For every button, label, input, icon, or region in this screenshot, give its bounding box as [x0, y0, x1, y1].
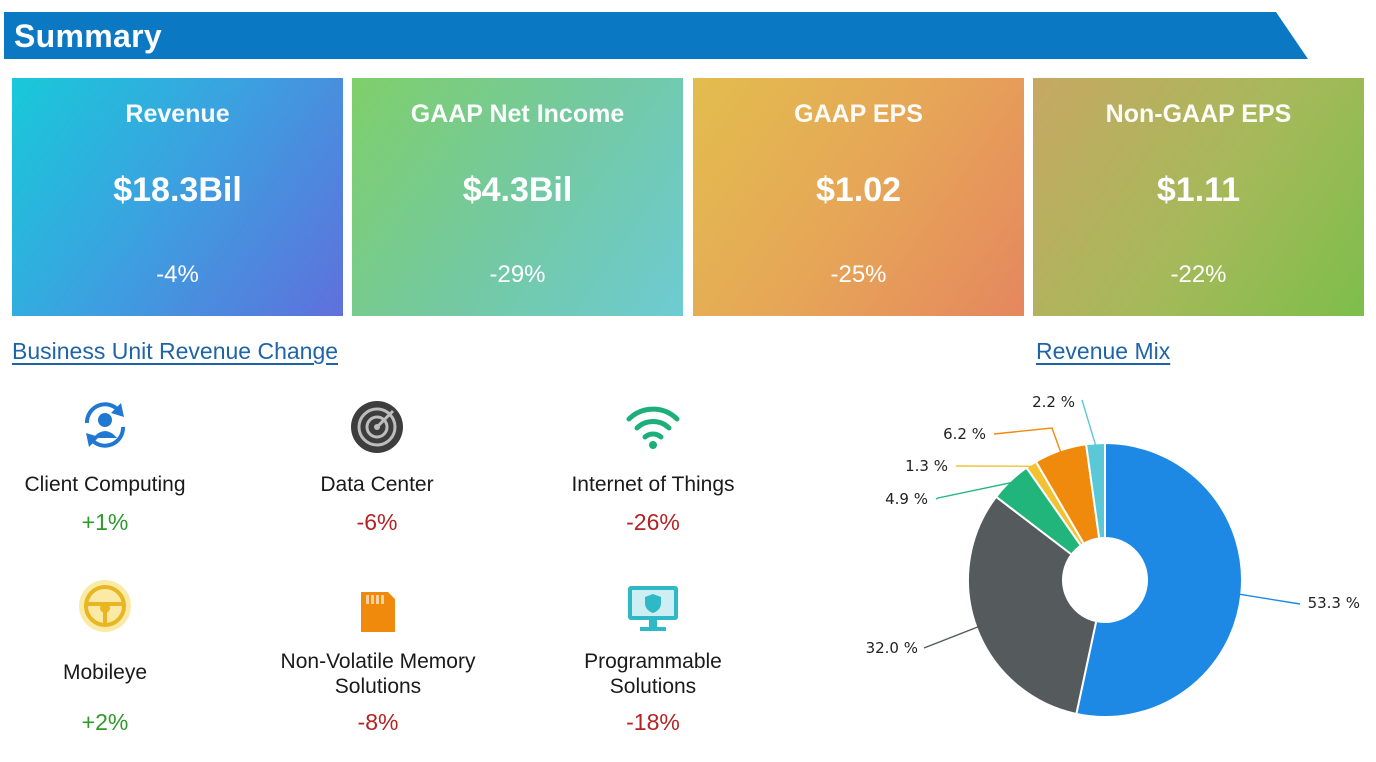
leader-line: [993, 427, 1062, 453]
slice-labels: 53.3 % 32.0 % 4.9 % 1.3 % 6.2 % 2.2 %: [866, 393, 1360, 657]
metric-change: -29%: [489, 261, 546, 288]
metric-change: -25%: [830, 261, 887, 288]
unit-name: Client Computing: [24, 473, 186, 496]
monitor-shield-icon: [628, 586, 678, 631]
unit-client-computing: Client Computing +1%: [0, 395, 235, 545]
metric-label: GAAP EPS: [794, 100, 923, 128]
metric-value: $1.02: [815, 171, 902, 209]
slice-label: 32.0 %: [866, 639, 918, 657]
unit-change: +2%: [81, 709, 129, 735]
unit-name-line2: Solutions: [334, 675, 422, 698]
metric-label: Non-GAAP EPS: [1105, 100, 1292, 128]
unit-name: Data Center: [320, 473, 434, 496]
metric-card-gaap-eps: GAAP EPS $1.02 -25%: [693, 78, 1024, 316]
pie-slice: [1075, 441, 1243, 718]
revenue-mix-chart: 53.3 % 32.0 % 4.9 % 1.3 % 6.2 % 2.2 %: [866, 393, 1360, 718]
unit-programmable-solutions: Programmable Solutions -18%: [523, 578, 783, 748]
slice-label: 1.3 %: [905, 457, 948, 475]
leader-line: [1081, 399, 1097, 446]
unit-change: -8%: [357, 709, 399, 735]
wifi-icon: [626, 406, 680, 449]
leader-line: [1239, 593, 1301, 605]
user-sync-icon: [84, 402, 126, 448]
metric-change: -4%: [156, 261, 199, 288]
business-unit-title: Business Unit Revenue Change: [12, 338, 339, 364]
metric-label: Revenue: [125, 100, 230, 128]
unit-change: -6%: [356, 509, 398, 535]
chart-title: Revenue Mix: [1036, 338, 1171, 364]
slice-label: 6.2 %: [943, 425, 986, 443]
memory-card-icon: [361, 592, 395, 632]
slice-label: 4.9 %: [885, 490, 928, 508]
metric-card-gaap-net-income: GAAP Net Income $4.3Bil -29%: [352, 78, 683, 316]
page-title: Summary: [14, 18, 162, 54]
unit-name: Internet of Things: [571, 473, 735, 496]
metric-card-revenue: Revenue $18.3Bil -4%: [12, 78, 343, 316]
pie-slice: [967, 495, 1098, 716]
pie-slice: [1084, 441, 1106, 540]
unit-change: +1%: [81, 509, 129, 535]
metric-value: $1.11: [1156, 171, 1241, 209]
unit-change: -18%: [626, 709, 680, 735]
leader-line: [923, 626, 979, 649]
metric-change: -22%: [1170, 261, 1227, 288]
metric-label: GAAP Net Income: [410, 100, 625, 128]
metric-value: $4.3Bil: [462, 171, 573, 209]
unit-name-line2: Solutions: [609, 675, 697, 698]
unit-mobileye: Mobileye +2%: [0, 578, 235, 748]
unit-name: Programmable: [584, 650, 722, 673]
unit-non-volatile-memory: Non-Volatile Memory Solutions -8%: [248, 578, 508, 748]
leader-lines: [923, 399, 1301, 649]
slice-label: 2.2 %: [1032, 393, 1075, 411]
donut-slices: [967, 441, 1243, 718]
metric-value: $18.3Bil: [113, 171, 242, 209]
summary-banner: Summary: [4, 12, 1308, 59]
unit-name: Non-Volatile Memory: [280, 650, 476, 673]
unit-internet-of-things: Internet of Things -26%: [523, 395, 783, 545]
unit-data-center: Data Center -6%: [247, 395, 507, 545]
metric-card-non-gaap-eps: Non-GAAP EPS $1.11 -22%: [1033, 78, 1364, 316]
unit-name: Mobileye: [62, 661, 148, 684]
unit-change: -26%: [626, 509, 680, 535]
banner-shape: [4, 12, 1308, 59]
slice-label: 53.3 %: [1308, 594, 1360, 612]
steering-wheel-icon: [79, 580, 131, 632]
leader-line: [935, 481, 1012, 500]
radar-icon: [351, 401, 403, 453]
